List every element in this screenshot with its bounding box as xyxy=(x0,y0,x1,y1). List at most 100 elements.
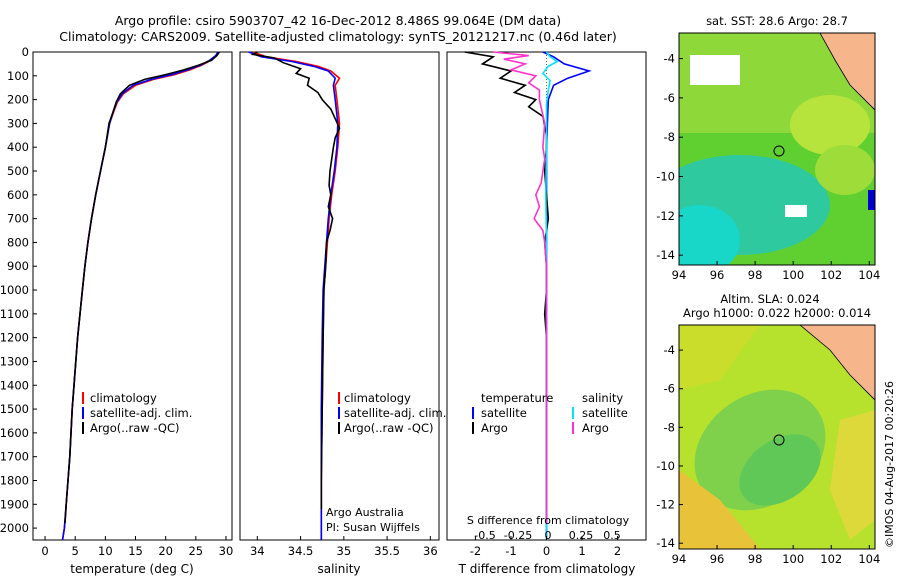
lat-tick-label: -8 xyxy=(664,420,675,434)
depth-tick-label: 200 xyxy=(7,93,29,107)
sst-cloud-gap-2 xyxy=(785,205,807,217)
lon-tick-label: 100 xyxy=(782,268,804,282)
legend-swatch-satellite xyxy=(82,407,84,419)
legend-temperature-title: temperature xyxy=(481,391,553,405)
depth-tick-label: 1900 xyxy=(0,497,29,511)
salinity-panel: 34 34.5 35 35.5 36 salinity climatology sate… xyxy=(239,51,446,576)
depth-tick-label: 0 xyxy=(22,45,29,59)
x-tick-label: 2 xyxy=(614,544,621,558)
depth-tick-label: 1000 xyxy=(0,283,29,297)
sst-warm-patch xyxy=(790,95,870,155)
lon-tick-label: 94 xyxy=(672,552,687,566)
x-tick-label: 20 xyxy=(158,544,173,558)
salinity-series xyxy=(248,51,341,540)
lon-tick-label: 104 xyxy=(858,268,880,282)
lat-tick-label: -12 xyxy=(656,209,675,223)
x-tick-label: 34.5 xyxy=(288,544,314,558)
temperature-xlabel: temperature (deg C) xyxy=(70,562,193,576)
legend-satellite: satellite-adj. clim. xyxy=(90,406,192,420)
sla-map-axes: 94 96 98 100 102 104 -4 -6 -8 -10 -12 -14 xyxy=(656,343,880,566)
depth-tick-label: 700 xyxy=(7,212,29,226)
annotation-argo-australia: Argo Australia xyxy=(326,506,404,519)
lon-tick-label: 102 xyxy=(820,268,842,282)
legend-salinity-title: salinity xyxy=(582,391,623,405)
lat-tick-label: -6 xyxy=(664,382,675,396)
sst-cloud-gap xyxy=(690,55,740,85)
depth-tick-label: 1500 xyxy=(0,402,29,416)
legend-swatch-climatology xyxy=(82,392,84,404)
sst-map: 94 96 98 100 102 104 -4 -6 -8 -10 -12 -14 xyxy=(656,32,880,282)
legend-swatch-t-argo xyxy=(472,422,474,434)
depth-tick-label: 1200 xyxy=(0,331,29,345)
legend-s-satellite: satellite xyxy=(582,406,628,420)
sla-argo-location-marker xyxy=(773,434,785,446)
series-satellite-adj-clim- xyxy=(248,51,339,540)
legend-climatology: climatology xyxy=(344,391,411,405)
temperature-x-axis: 0 5 10 15 20 25 30 xyxy=(41,536,233,558)
legend-t-satellite: satellite xyxy=(481,406,527,420)
depth-tick-label: 2000 xyxy=(0,521,29,535)
difference-legend: temperature satellite Argo salinity sate… xyxy=(472,391,628,435)
x-tick-label: 35 xyxy=(337,544,352,558)
series-climatology xyxy=(61,51,220,541)
lat-tick-label: -14 xyxy=(656,248,675,262)
lat-tick-label: -10 xyxy=(656,170,675,184)
x-tick-label: 25 xyxy=(188,544,203,558)
sst-warm-patch-2 xyxy=(815,145,875,195)
sst-map-frame xyxy=(678,32,876,266)
legend-swatch-t-satellite xyxy=(472,407,474,419)
s-diff-tick-label: -0.25 xyxy=(504,529,532,542)
lat-tick-label: -4 xyxy=(664,343,675,357)
salinity-legend: climatology satellite-adj. clim. Argo(..… xyxy=(338,391,446,435)
depth-tick-label: 400 xyxy=(7,140,29,154)
x-tick-label: -1 xyxy=(505,544,516,558)
legend-swatch-satellite xyxy=(338,407,340,419)
lon-tick-label: 104 xyxy=(858,552,880,566)
difference-series xyxy=(464,51,592,540)
depth-tick-label: 300 xyxy=(7,116,29,130)
lon-tick-label: 100 xyxy=(782,552,804,566)
salinity-axes-frame xyxy=(239,51,440,541)
x-tick-label: 36 xyxy=(423,544,438,558)
sst-map-axes: 94 96 98 100 102 104 -4 -6 -8 -10 -12 -14 xyxy=(656,52,880,282)
sla-map-frame xyxy=(678,324,876,550)
depth-tick-label: 500 xyxy=(7,164,29,178)
depth-tick-label: 1800 xyxy=(0,473,29,487)
lat-tick-label: -8 xyxy=(664,130,675,144)
x-tick-label: 34 xyxy=(250,544,265,558)
lat-tick-label: -4 xyxy=(664,52,675,66)
series-s-argo xyxy=(493,51,548,524)
legend-swatch-argo xyxy=(338,422,340,434)
series-argo-raw-qc- xyxy=(250,51,341,510)
depth-tick-label: 800 xyxy=(7,235,29,249)
temperature-axes-frame xyxy=(32,51,233,541)
temperature-panel: 0100200300400500600700800900100011001200… xyxy=(0,45,233,576)
x-tick-label: -2 xyxy=(470,544,481,558)
depth-tick-label: 600 xyxy=(7,188,29,202)
lon-tick-label: 102 xyxy=(820,552,842,566)
sla-band-nw xyxy=(679,325,760,390)
sst-edge-pixel xyxy=(868,190,875,210)
temperature-series xyxy=(61,51,220,541)
annotation-pi: PI: Susan Wijffels xyxy=(326,521,420,534)
salinity-xlabel: salinity xyxy=(317,562,360,576)
depth-axis: 0 100 200 300 400 500 600 700 800 900 1000 1100 1200… xyxy=(0,45,37,535)
lon-tick-label: 98 xyxy=(748,268,763,282)
legend-s-argo: Argo xyxy=(582,421,609,435)
legend-satellite: satellite-adj. clim. xyxy=(344,406,446,420)
lat-tick-label: -6 xyxy=(664,91,675,105)
depth-tick-label: 1300 xyxy=(0,354,29,368)
legend-swatch-s-satellite xyxy=(572,407,574,419)
lat-tick-label: -10 xyxy=(656,459,675,473)
depth-tick-label: 900 xyxy=(7,259,29,273)
x-tick-label: 35.5 xyxy=(374,544,400,558)
series-climatology xyxy=(252,51,341,540)
series-t-satellite xyxy=(542,51,592,540)
depth-tick-label: 1600 xyxy=(0,426,29,440)
sst-map-title: sat. SST: 28.6 Argo: 28.7 xyxy=(706,14,848,28)
t-diff-x-axis: -2 -1 0 1 2 xyxy=(470,536,621,558)
sst-land xyxy=(819,33,875,111)
lat-tick-label: -12 xyxy=(656,498,675,512)
depth-tick-label: 1700 xyxy=(0,450,29,464)
